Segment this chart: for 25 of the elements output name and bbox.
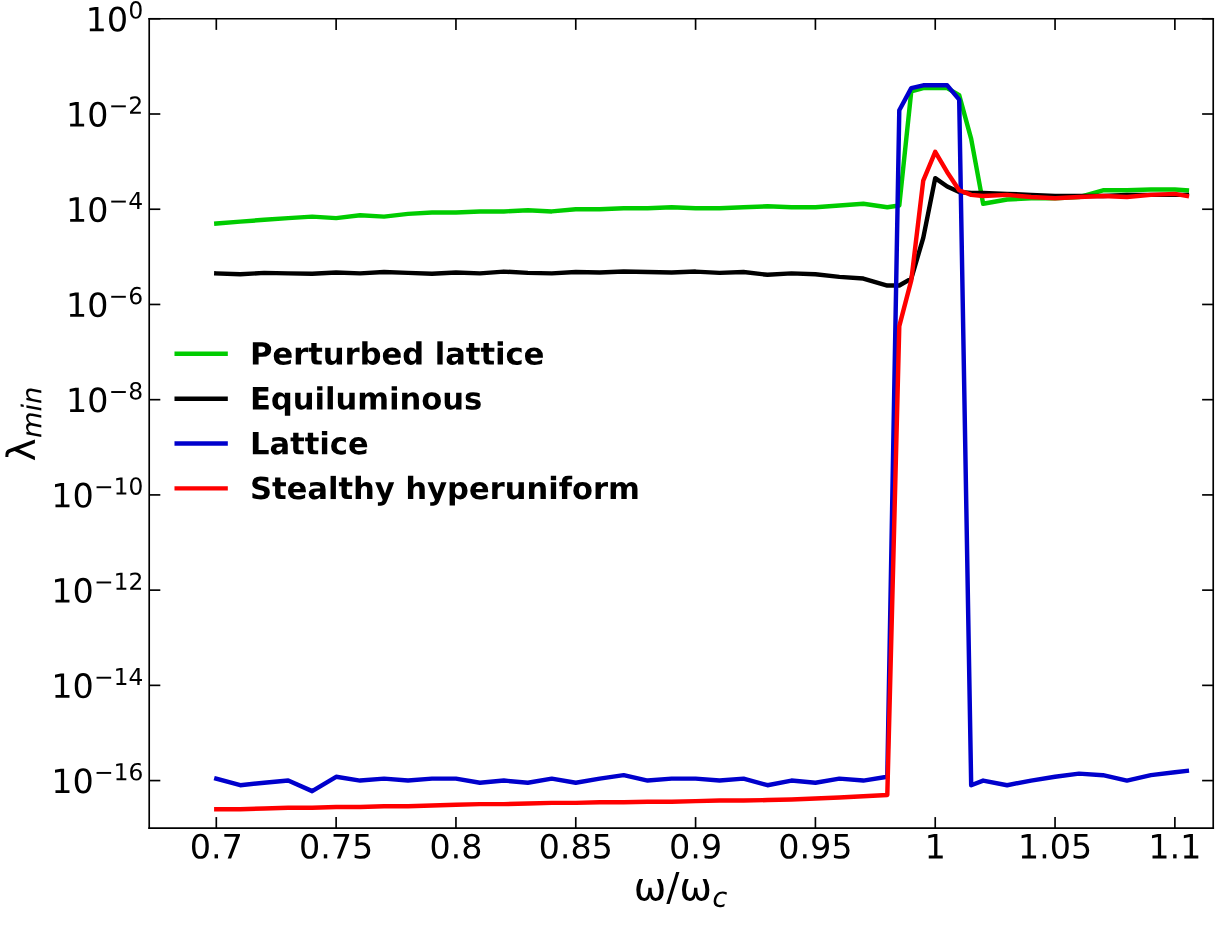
line-series xyxy=(214,85,1190,226)
y-tick-label: 10$^{−2}$ xyxy=(69,96,141,127)
x-axis-title: ω/ω$_{c}$ xyxy=(636,872,727,908)
y-tick-label: 10$^{−4}$ xyxy=(69,191,142,223)
y-tick-label: 10$^{−6}$ xyxy=(69,286,142,318)
y-tick-label: 10$^{−8}$ xyxy=(69,382,142,413)
y-tick-label: 10$^{−12}$ xyxy=(55,572,141,604)
legend-label: Lattice xyxy=(252,431,368,455)
y-tick-label: 10$^{−10}$ xyxy=(55,477,142,508)
legend-label: Perturbed lattice xyxy=(252,341,543,365)
x-tick-label: 0.9 xyxy=(671,833,720,859)
x-tick-label: 0.85 xyxy=(540,833,610,859)
y-tick-label: 10$^{−14}$ xyxy=(55,668,143,699)
y-tick-label: 10$^{−16}$ xyxy=(55,762,142,794)
x-tick-label: 0.8 xyxy=(431,833,481,859)
y-axis-title: λ$_{min}$ xyxy=(5,388,42,461)
x-tick-label: 1.1 xyxy=(1152,834,1199,859)
y-tick-label: 10$^{0}$ xyxy=(89,1,142,32)
x-tick-label: 1.05 xyxy=(1021,833,1090,859)
legend-label: Stealthy hyperuniform xyxy=(252,475,638,506)
x-tick-label: 0.95 xyxy=(780,833,850,859)
x-tick-label: 1 xyxy=(928,834,943,859)
x-tick-label: 0.75 xyxy=(301,833,371,859)
x-tick-label: 0.7 xyxy=(192,833,240,859)
legend-label: Equiluminous xyxy=(252,386,481,416)
